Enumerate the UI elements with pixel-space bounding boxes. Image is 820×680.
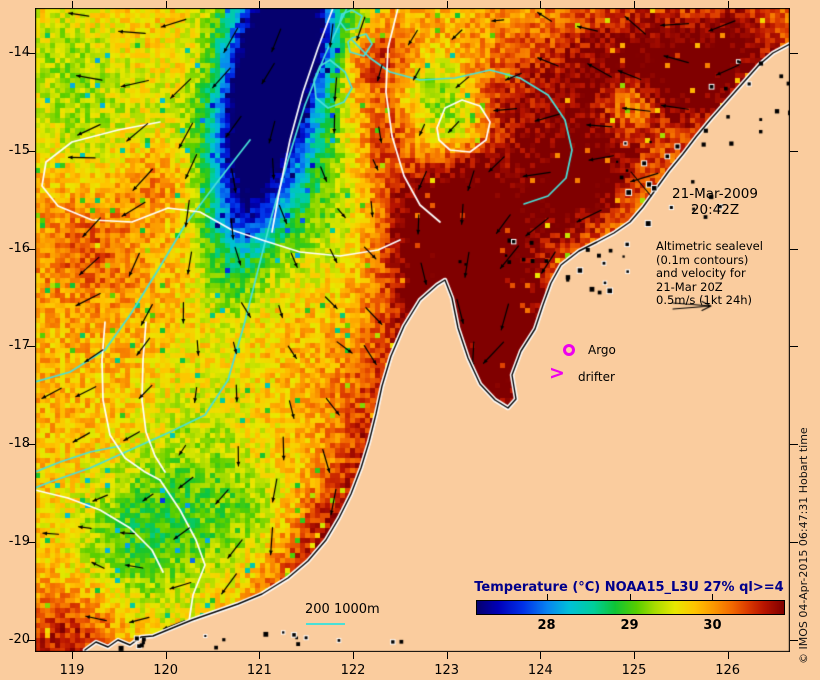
y-axis-label: -20 [8, 631, 30, 647]
x-axis-label: 121 [246, 663, 272, 678]
y-axis-tick [790, 542, 798, 544]
y-axis-label: -16 [8, 240, 30, 256]
y-axis-tick [790, 346, 798, 348]
x-axis-tick [259, 1, 261, 8]
colorbar-tick [712, 594, 714, 600]
x-axis-tick [727, 1, 729, 8]
argo-marker [563, 344, 575, 356]
colorbar-title: Temperature (°C) NOAA15_L3U 27% ql>=4 [474, 580, 784, 595]
timestamp-time: 20:42Z [690, 202, 740, 218]
y-axis-label: -18 [8, 436, 30, 452]
drifter-marker: > [549, 362, 565, 384]
timestamp-date: 21-Mar-2009 [672, 186, 758, 202]
colorbar-tick-label: 29 [620, 618, 639, 633]
y-axis-tick [27, 53, 35, 54]
x-axis-label: 120 [153, 663, 179, 678]
x-axis-label: 126 [715, 663, 741, 678]
y-axis-tick [790, 444, 798, 446]
x-axis-tick [634, 652, 636, 659]
altimetric-note-line: (0.1m contours) [656, 252, 749, 267]
copyright-note: © IMOS 04-Apr-2015 06:47:31 Hobart time [797, 427, 810, 664]
x-axis-tick [259, 652, 261, 659]
y-axis-label: -15 [8, 142, 30, 158]
sst-map-canvas [35, 8, 790, 652]
y-axis-tick [27, 346, 35, 348]
colorbar-tick [546, 594, 548, 600]
x-axis-tick [72, 652, 73, 659]
x-axis-tick [446, 652, 448, 659]
bathy-scale-label: 200 1000m [305, 602, 380, 617]
x-axis-label: 122 [340, 663, 366, 678]
y-axis-tick [27, 542, 35, 544]
colorbar-tick-label: 30 [703, 618, 722, 633]
y-axis-tick [27, 150, 35, 152]
colorbar-gradient [476, 600, 785, 615]
x-axis-tick [540, 1, 542, 8]
x-axis-label: 124 [527, 663, 553, 678]
drifter-label: drifter [578, 370, 615, 384]
altimetric-note: Altimetric sealevel (0.1m contours) and ve… [656, 239, 763, 308]
altimetric-note-line: and velocity for [656, 266, 746, 280]
x-axis-tick [353, 652, 354, 659]
x-axis-tick [165, 1, 167, 8]
x-axis-label: 119 [59, 663, 85, 678]
x-axis-tick [72, 1, 73, 8]
y-axis-tick [27, 248, 35, 250]
y-axis-tick [27, 444, 35, 446]
y-axis-label: -14 [8, 45, 30, 60]
x-axis-tick [540, 652, 542, 659]
x-axis-label: 125 [621, 663, 647, 678]
x-axis-tick [353, 1, 354, 8]
colorbar-tick [629, 594, 631, 600]
x-axis-label: 123 [434, 663, 460, 678]
x-axis-tick [165, 652, 167, 659]
argo-label: Argo [588, 343, 616, 357]
altimetric-note-line: 0.5m/s (1kt 24h) [656, 293, 753, 307]
x-axis-tick [634, 1, 636, 8]
timestamp-label: 21-Mar-2009 20:42Z [648, 186, 782, 218]
altimetric-note-line: Altimetric sealevel [656, 239, 763, 253]
altimetric-note-line: 21-Mar 20Z [656, 279, 723, 294]
y-axis-tick [790, 150, 798, 152]
x-axis-tick [727, 652, 729, 659]
x-axis-tick [446, 1, 448, 8]
colorbar-tick-label: 28 [537, 618, 556, 633]
y-axis-tick [790, 53, 798, 54]
bathy-scale-line [306, 623, 345, 625]
y-axis-label: -19 [8, 534, 30, 550]
y-axis-tick [790, 639, 798, 641]
y-axis-tick [790, 248, 798, 250]
y-axis-label: -17 [8, 338, 30, 354]
y-axis-tick [27, 639, 35, 641]
